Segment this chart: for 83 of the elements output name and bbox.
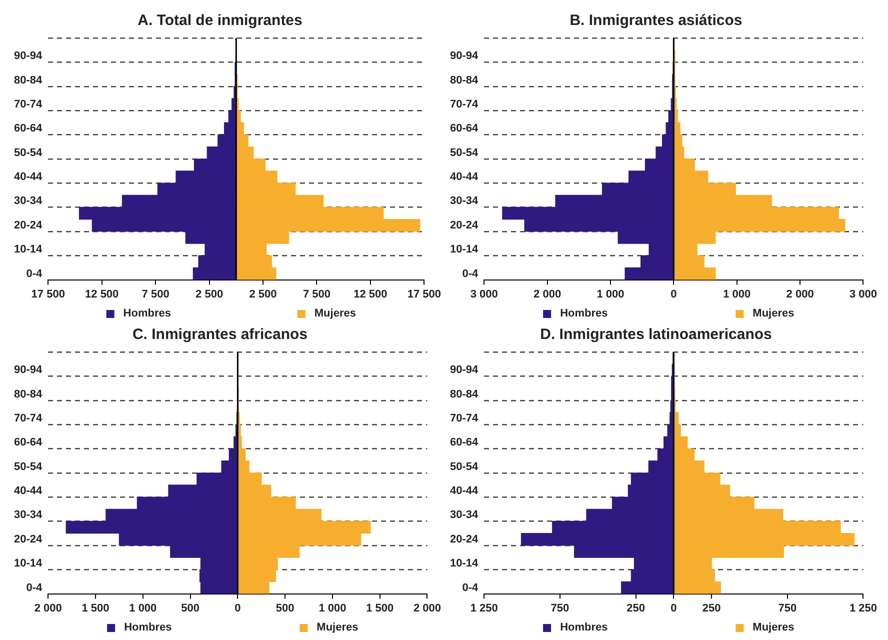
legend-label: Mujeres <box>316 622 358 634</box>
chart-title: A. Total de inmigrantes <box>138 12 302 30</box>
x-tick-label: 500 <box>276 602 294 614</box>
y-tick-label: 20-24 <box>14 219 44 232</box>
x-tick-label: 1 500 <box>366 602 394 614</box>
y-tick-label: 70-74 <box>450 98 480 111</box>
y-tick-label: 40-44 <box>450 485 480 498</box>
y-tick-label: 0-4 <box>462 268 480 280</box>
legend-label: Hombres <box>123 308 171 320</box>
x-tick-label: 7 500 <box>142 288 170 300</box>
y-tick-label: 10-14 <box>14 558 44 570</box>
legend-label: Hombres <box>124 622 172 634</box>
y-tick-label: 30-34 <box>14 509 44 522</box>
x-tick-label: 0 <box>670 288 677 300</box>
y-tick-label: 30-34 <box>450 509 480 522</box>
x-tick-label: 750 <box>550 602 570 614</box>
x-tick-label: 2 500 <box>196 288 224 300</box>
y-tick-label: 90-94 <box>14 364 44 376</box>
x-tick-label: 250 <box>626 602 645 614</box>
y-tick-label: 70-74 <box>450 412 480 425</box>
x-tick-label: 500 <box>181 602 200 614</box>
x-tick-label: 2 000 <box>34 602 62 614</box>
x-tick-label: 12 500 <box>85 288 119 300</box>
chart-title: C. Inmigrantes africanos <box>132 326 308 344</box>
y-tick-label: 90-94 <box>14 50 44 62</box>
y-tick-label: 50-54 <box>14 460 44 473</box>
y-tick-label: 20-24 <box>14 533 44 546</box>
x-tick-label: 1 000 <box>596 288 624 300</box>
y-tick-label: 90-94 <box>450 364 480 376</box>
y-tick-label: 80-84 <box>450 388 480 400</box>
x-tick-label: 2 000 <box>786 288 814 300</box>
x-tick-label: 3 000 <box>470 288 498 300</box>
y-tick-label: 20-24 <box>450 533 480 546</box>
y-tick-label: 40-44 <box>450 171 480 184</box>
x-tick-label: 1 000 <box>318 602 346 614</box>
x-tick-label: 12 500 <box>354 288 388 300</box>
x-tick-label: 750 <box>778 602 797 614</box>
x-tick-label: 0 <box>670 602 677 614</box>
y-tick-label: 80-84 <box>14 388 44 400</box>
y-tick-label: 90-94 <box>450 50 480 62</box>
y-tick-label: 40-44 <box>14 485 44 498</box>
y-tick-label: 10-14 <box>450 244 480 256</box>
y-tick-label: 0-4 <box>462 582 480 594</box>
legend-label: Hombres <box>560 622 608 634</box>
y-tick-label: 30-34 <box>14 195 44 208</box>
y-tick-label: 70-74 <box>14 412 44 425</box>
y-tick-label: 20-24 <box>450 219 480 232</box>
legend-label: Mujeres <box>752 622 794 634</box>
y-tick-label: 30-34 <box>450 195 480 208</box>
x-tick-label: 2 000 <box>413 602 441 614</box>
x-tick-label: 3 000 <box>849 288 877 300</box>
y-tick-label: 0-4 <box>26 268 44 280</box>
legend-label: Mujeres <box>314 308 356 320</box>
x-tick-label: 250 <box>702 602 721 614</box>
y-tick-label: 60-64 <box>450 436 480 449</box>
y-tick-label: 60-64 <box>14 436 44 449</box>
x-tick-label: 1 500 <box>82 602 110 614</box>
legend-label: Mujeres <box>752 308 794 320</box>
legend-label: Hombres <box>560 308 608 320</box>
y-tick-label: 10-14 <box>450 558 480 570</box>
x-tick-label: 2 500 <box>249 288 277 300</box>
y-tick-label: 80-84 <box>450 74 480 86</box>
x-tick-label: 1 000 <box>129 602 157 614</box>
y-tick-label: 50-54 <box>450 460 480 473</box>
y-tick-label: 50-54 <box>450 146 480 159</box>
y-tick-label: 60-64 <box>450 122 480 135</box>
x-tick-label: 7 500 <box>302 288 330 300</box>
y-tick-label: 60-64 <box>14 122 44 135</box>
chart-title: D. Inmigrantes latinoamericanos <box>540 326 772 344</box>
chart-title: B. Inmigrantes asiáticos <box>570 12 742 30</box>
x-tick-label: 1 000 <box>723 288 751 300</box>
x-tick-label: 0 <box>234 602 241 614</box>
x-tick-label: 1 250 <box>849 602 877 614</box>
x-tick-label: 17 500 <box>31 288 65 300</box>
x-tick-label: 1 250 <box>470 602 498 614</box>
x-tick-label: 2 000 <box>534 288 562 300</box>
y-tick-label: 40-44 <box>14 171 44 184</box>
y-tick-label: 50-54 <box>14 146 44 159</box>
y-tick-label: 80-84 <box>14 74 44 86</box>
y-tick-label: 0-4 <box>26 582 44 594</box>
y-tick-label: 10-14 <box>14 244 44 256</box>
y-tick-label: 70-74 <box>14 98 44 111</box>
x-tick-label: 17 500 <box>407 288 442 300</box>
